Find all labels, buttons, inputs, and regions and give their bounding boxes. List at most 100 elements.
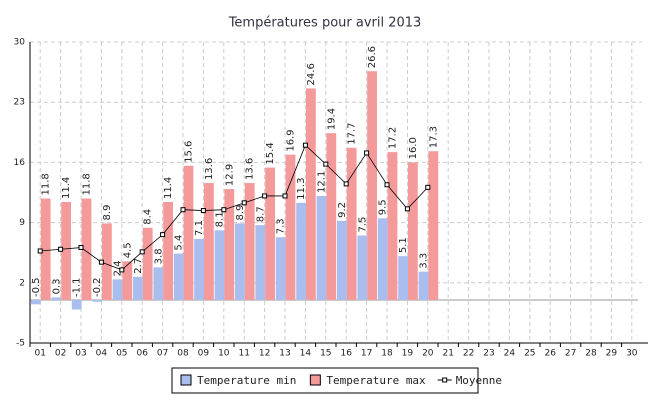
bar (40, 198, 51, 300)
marker (364, 150, 370, 156)
y-tick-label: -5 (16, 339, 25, 349)
y-tick-label: 9 (19, 218, 25, 228)
x-tick-label: 28 (585, 349, 597, 359)
x-tick-label: 14 (300, 349, 312, 359)
x-tick-label: 16 (340, 349, 352, 359)
x-tick-label: 02 (55, 349, 66, 359)
x-tick-label: 18 (381, 349, 393, 359)
marker (58, 246, 64, 252)
bar (357, 235, 368, 300)
value-label: 13.6 (204, 158, 215, 180)
value-label: 16.0 (408, 137, 419, 159)
marker (404, 206, 410, 212)
x-tick-label: 24 (504, 349, 516, 359)
legend-swatch (442, 377, 448, 383)
x-tick-label: 21 (442, 349, 453, 359)
bar (398, 256, 408, 300)
value-label: 5.4 (174, 235, 185, 251)
bar (377, 218, 388, 300)
value-label: 5.1 (398, 237, 409, 253)
value-label: 11.8 (41, 173, 52, 195)
value-label: 17.2 (387, 127, 398, 149)
x-tick-label: 17 (361, 349, 372, 359)
bar (112, 279, 123, 300)
bar (285, 154, 296, 300)
marker (384, 182, 390, 188)
x-tick-label: 29 (606, 349, 618, 359)
value-label: 11.8 (81, 173, 92, 195)
bar (224, 189, 235, 300)
bar (255, 225, 266, 300)
value-label: 7.1 (194, 220, 205, 236)
value-label: 15.6 (183, 141, 194, 163)
legend-label: Moyenne (456, 374, 502, 387)
value-label: 15.4 (265, 142, 276, 164)
value-label: 9.2 (337, 202, 348, 218)
bar (316, 195, 327, 300)
marker (200, 208, 206, 214)
value-label: -1.1 (72, 277, 83, 297)
bar (61, 201, 71, 300)
y-tick-label: 23 (14, 98, 25, 108)
x-tick-label: 13 (279, 349, 290, 359)
bar (296, 202, 306, 300)
bar (194, 238, 204, 300)
x-tick-label: 03 (75, 349, 86, 359)
bar (101, 223, 112, 300)
marker (302, 142, 308, 148)
bar (92, 300, 102, 302)
marker (98, 259, 104, 265)
value-label: 24.6 (306, 63, 317, 85)
value-label: 11.4 (163, 177, 174, 199)
bar (418, 271, 429, 300)
bar (31, 300, 41, 305)
bar (133, 276, 143, 300)
value-label: 16.9 (285, 129, 296, 151)
value-label: 17.7 (347, 123, 358, 145)
value-label: 8.4 (143, 209, 154, 225)
x-tick-label: 27 (565, 349, 576, 359)
value-label: 12.1 (316, 171, 327, 193)
bar (122, 261, 133, 300)
value-label: 8.1 (214, 211, 225, 227)
bar (81, 198, 92, 300)
value-label: 9.5 (378, 199, 389, 215)
value-label: 8.9 (235, 205, 246, 221)
x-tick-label: 11 (238, 349, 249, 359)
bar (142, 227, 153, 300)
value-label: 3.8 (153, 248, 164, 264)
x-tick-label: 15 (320, 349, 331, 359)
marker (282, 193, 288, 199)
value-label: -0.5 (31, 277, 42, 297)
value-label: 17.3 (428, 126, 439, 148)
value-label: 11.4 (61, 177, 72, 199)
x-tick-label: 08 (177, 349, 189, 359)
y-tick-label: 30 (14, 38, 26, 48)
bar (214, 230, 225, 300)
bar (407, 162, 418, 300)
x-tick-label: 23 (483, 349, 494, 359)
bar (51, 297, 62, 300)
x-tick-label: 25 (524, 349, 535, 359)
value-label: 2.7 (133, 258, 144, 274)
value-label: 0.3 (51, 279, 62, 295)
value-label: 4.5 (122, 242, 133, 258)
bar (153, 267, 164, 300)
bar (387, 152, 398, 300)
value-label: 11.3 (296, 178, 307, 200)
x-tick-label: 22 (463, 349, 474, 359)
bar (71, 300, 82, 310)
line (40, 144, 429, 271)
value-label: 3.3 (418, 253, 429, 269)
x-tick-label: 20 (422, 349, 434, 359)
marker (262, 193, 268, 199)
bar (265, 167, 275, 300)
x-tick-label: 04 (96, 349, 108, 359)
marker (241, 200, 247, 206)
value-label: 8.7 (255, 206, 266, 222)
x-tick-label: 09 (198, 349, 210, 359)
bar (163, 201, 173, 300)
legend-box (171, 367, 479, 394)
value-label: 7.3 (276, 218, 287, 234)
